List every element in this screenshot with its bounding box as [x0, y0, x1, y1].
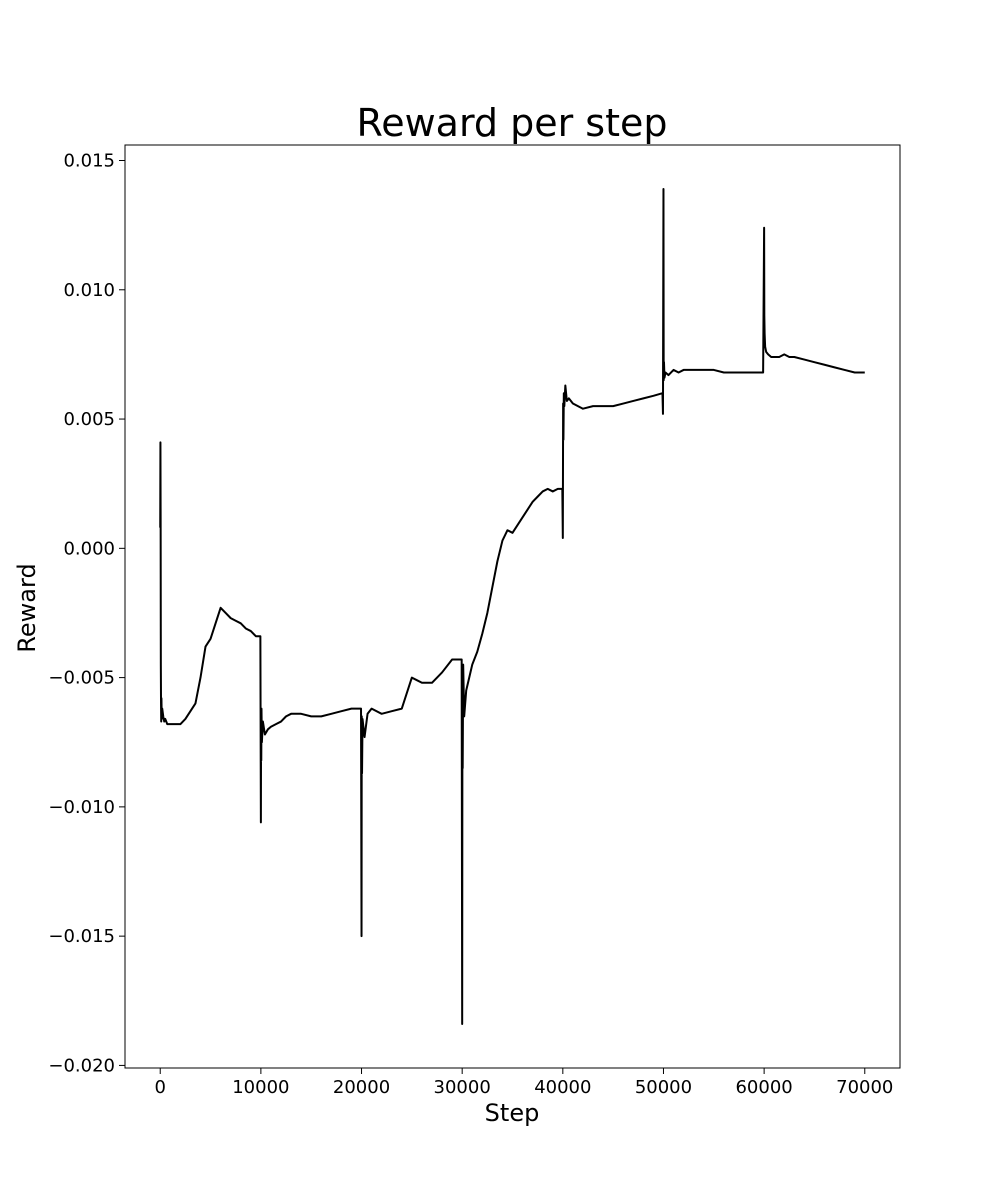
y-tick-label: −0.010 — [48, 797, 115, 818]
y-tick-label: 0.000 — [63, 538, 115, 559]
y-axis: −0.020 −0.015 −0.010 −0.005 0.000 0.005 0.010 0… — [48, 151, 125, 1076]
y-tick-label: −0.020 — [48, 1055, 115, 1076]
x-tick-label: 10000 — [232, 1077, 289, 1098]
x-tick-label: 0 — [155, 1077, 166, 1098]
y-tick-label: −0.005 — [48, 668, 115, 689]
y-tick-label: 0.015 — [63, 151, 115, 172]
y-tick-label: 0.010 — [63, 280, 115, 301]
y-axis-label: Reward — [13, 563, 41, 652]
x-tick-label: 30000 — [434, 1077, 491, 1098]
x-tick-label: 20000 — [333, 1077, 390, 1098]
x-tick-label: 40000 — [534, 1077, 591, 1098]
chart-title: Reward per step — [357, 101, 668, 145]
plot-area — [159, 187, 865, 1026]
x-tick-label: 60000 — [735, 1077, 792, 1098]
x-tick-label: 50000 — [635, 1077, 692, 1098]
axes-frame — [124, 144, 901, 1069]
x-tick-label: 70000 — [836, 1077, 893, 1098]
y-tick-label: −0.015 — [48, 926, 115, 947]
y-tick-label: 0.005 — [63, 409, 115, 430]
x-axis: 0 10000 20000 30000 40000 50000 60000 70000 — [155, 1068, 893, 1098]
x-axis-label: Step — [485, 1099, 540, 1127]
series-line-0 — [159, 187, 865, 1026]
